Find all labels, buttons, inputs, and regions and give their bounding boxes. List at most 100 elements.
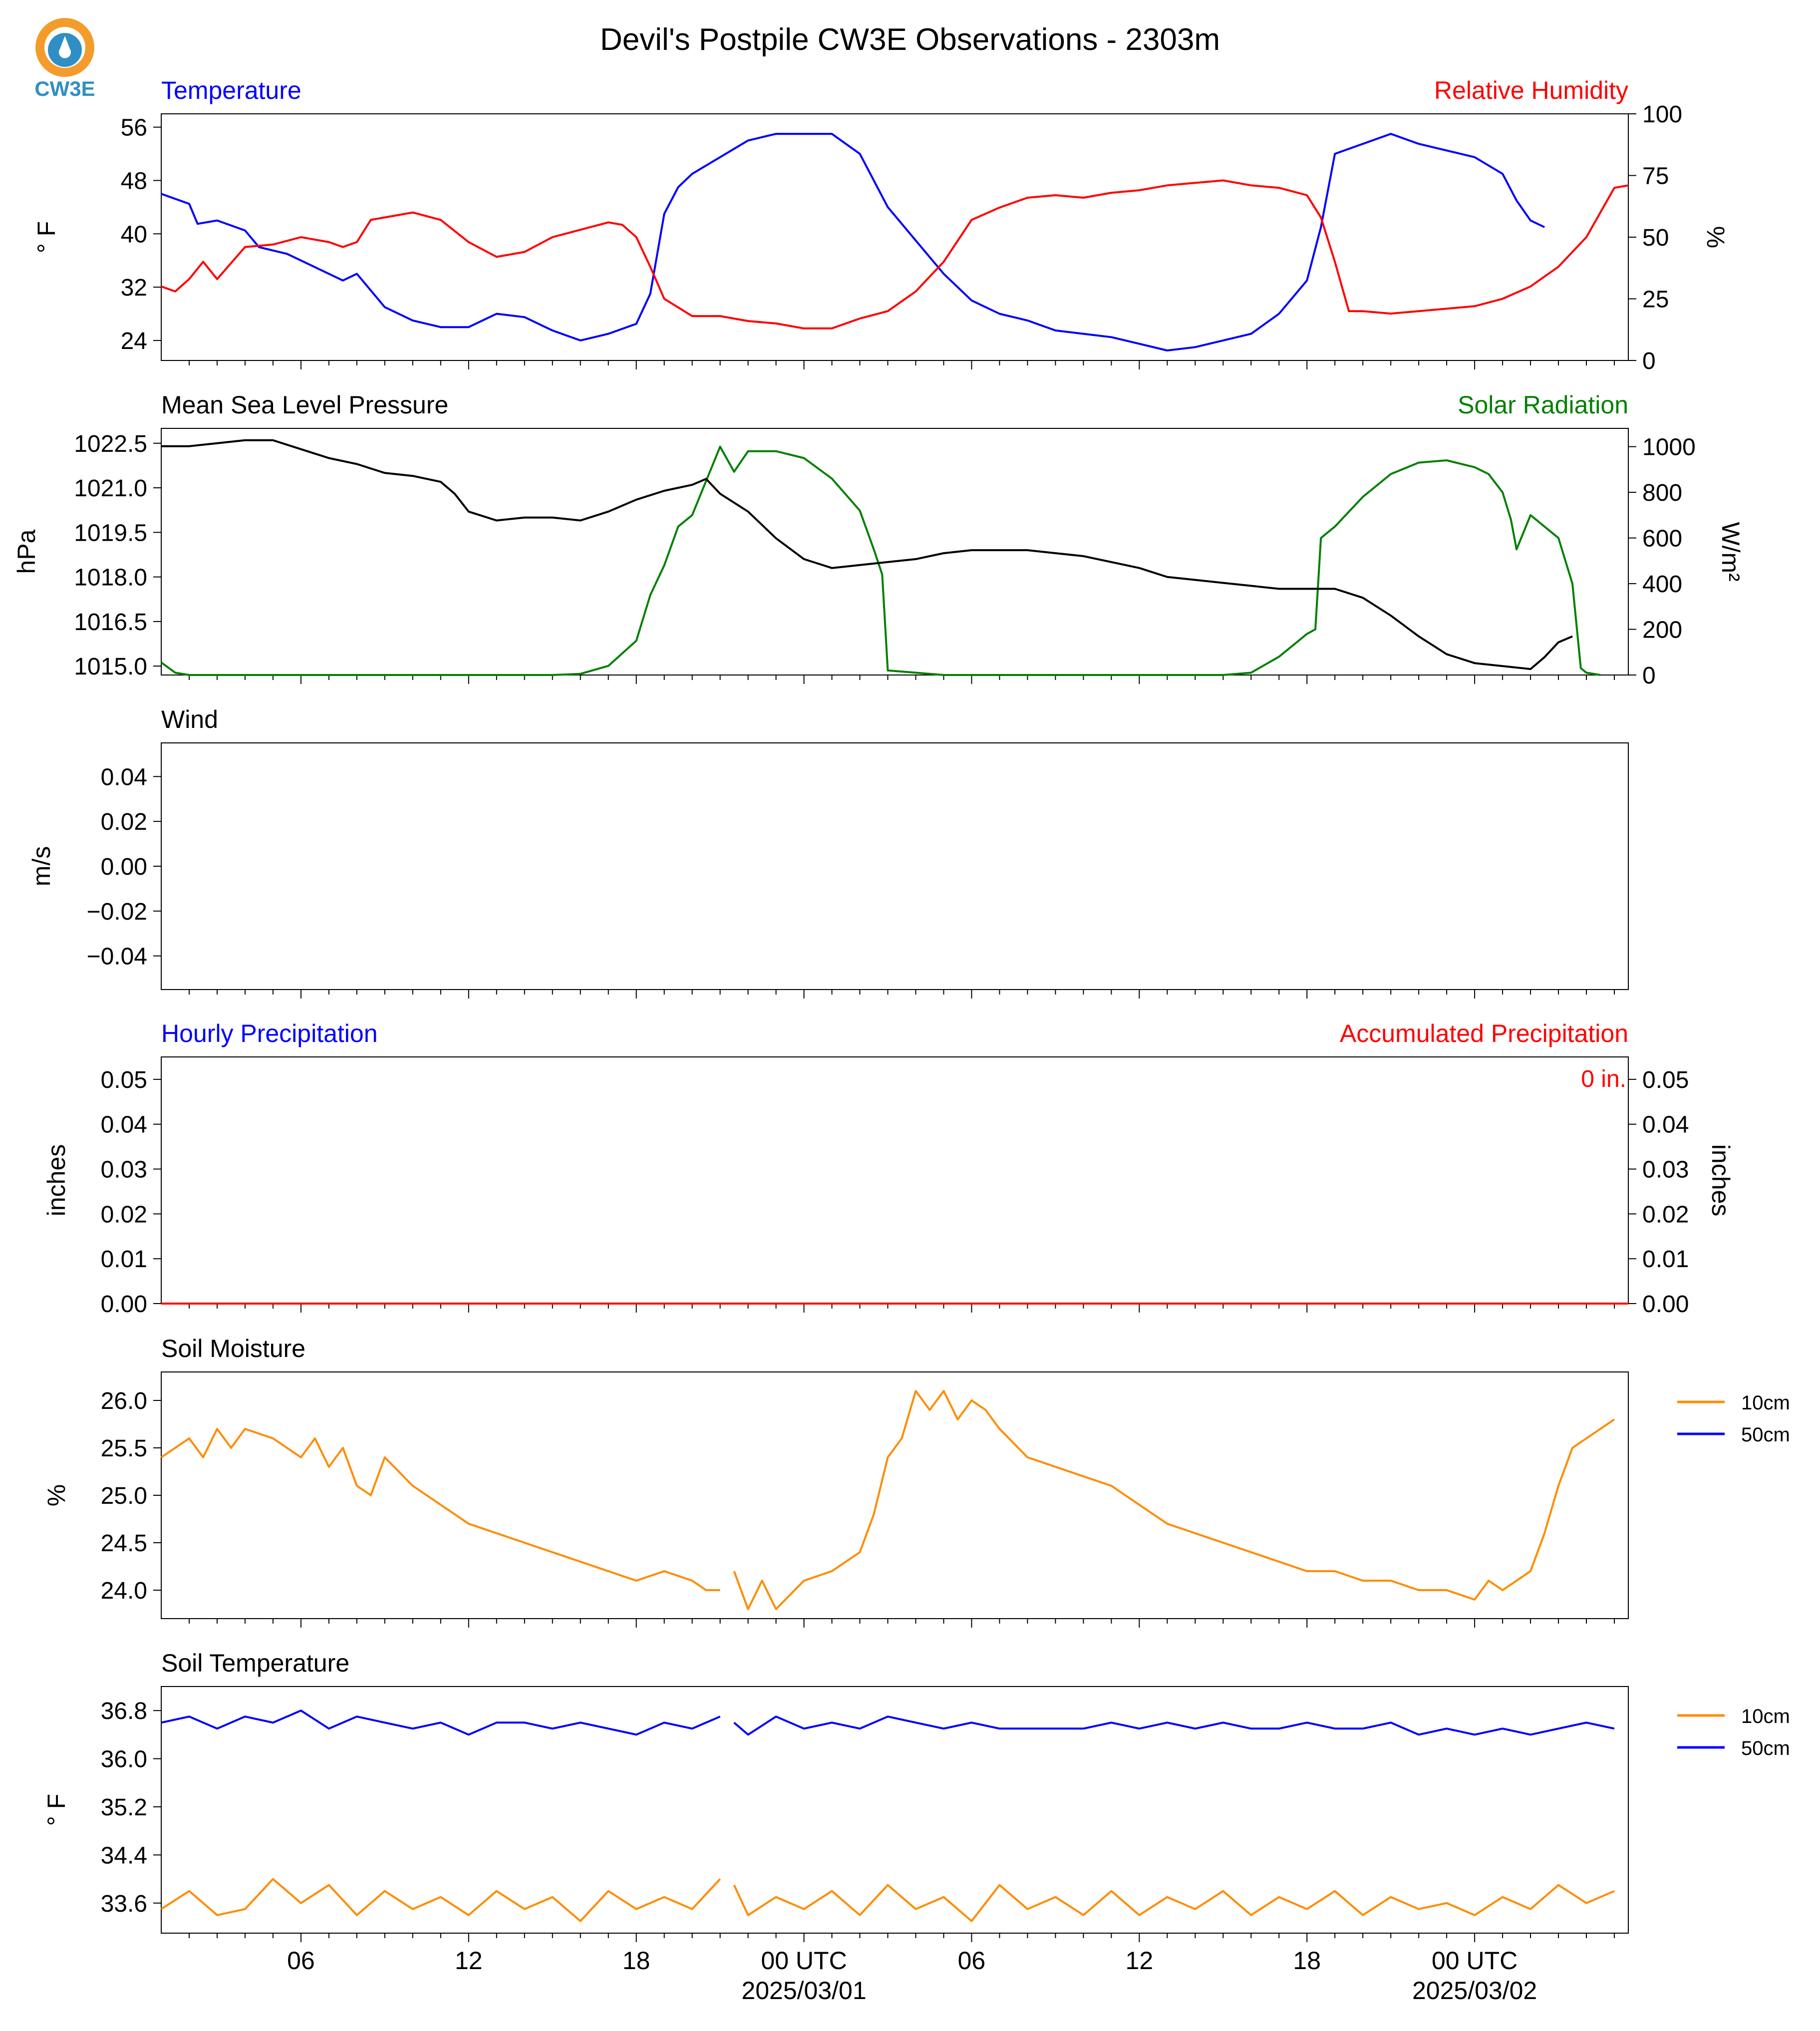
- y-axis-label-right: W/m²: [1717, 522, 1745, 581]
- plot-frame: [161, 113, 1629, 361]
- panel-title-left: Temperature: [161, 76, 302, 104]
- y-tick-label-right: 400: [1642, 571, 1682, 598]
- series-line-50cm-b: [733, 1715, 1615, 1736]
- y-tick-label-left: −0.02: [87, 899, 147, 925]
- x-tick-label: 12: [455, 1947, 483, 1975]
- y-tick-label-left: 34.4: [101, 1842, 147, 1869]
- y-tick-label-left: 25.5: [101, 1435, 147, 1462]
- y-axis-label-left: ° F: [42, 1794, 70, 1826]
- y-tick-label-left: 0.01: [101, 1246, 147, 1273]
- plot-frame: [161, 1371, 1629, 1619]
- x-tick-label: 18: [622, 1947, 650, 1975]
- x-tick-label: 06: [958, 1947, 986, 1975]
- y-tick-label-left: 0.05: [101, 1067, 147, 1093]
- y-tick-label-left: 36.8: [101, 1698, 147, 1724]
- panel-precip: Hourly Precipitation Accumulated Precipit…: [42, 1019, 1735, 1318]
- y-tick-label-left: 33.6: [101, 1891, 147, 1917]
- series-line-10cm: [160, 1878, 721, 1922]
- series-line-10cm-b: [733, 1884, 1615, 1922]
- y-tick-label-left: 40: [121, 221, 147, 248]
- series-line-mean-sea-level-pressure: [161, 439, 1573, 671]
- cw3e-logo: CW3E: [34, 18, 95, 100]
- y-tick-label-left: 0.04: [101, 764, 147, 790]
- plot-frame: [161, 1686, 1629, 1934]
- y-tick-label-right: 0.05: [1642, 1067, 1689, 1093]
- series-line-relative-humidity: [161, 179, 1629, 330]
- y-tick-label-right: 1000: [1642, 434, 1696, 461]
- y-axis-label-left: m/s: [27, 846, 55, 887]
- y-tick-label-right: 100: [1642, 101, 1682, 128]
- y-tick-label-left: 32: [121, 275, 147, 301]
- y-tick-label-left: 25.0: [101, 1483, 147, 1509]
- panel-soil-temp: Soil Temperature 33.6 34.4 35.2 36.0 36.8 ° F 1…: [42, 1649, 1790, 1942]
- y-axis-label-left: %: [42, 1484, 70, 1506]
- y-tick-label-left: 1018.0: [74, 565, 147, 591]
- y-tick-label-right: 75: [1642, 163, 1669, 190]
- x-tick-sublabel: 2025/03/01: [741, 1977, 866, 2005]
- panel-soil-moisture: Soil Moisture 24.0 24.5 25.0 25.5 26.0% 10cm 50…: [42, 1335, 1790, 1628]
- y-tick-label-left: 0.02: [101, 1201, 147, 1228]
- y-tick-label-right: 50: [1642, 225, 1669, 251]
- y-tick-label-right: 0.01: [1642, 1246, 1689, 1273]
- y-tick-label-left: 24.0: [101, 1578, 147, 1604]
- x-tick-label: 06: [287, 1947, 315, 1975]
- legend-label-10cm: 10cm: [1741, 1705, 1790, 1727]
- y-tick-label-right: 600: [1642, 526, 1682, 552]
- panel-temp-rh: Temperature Relative Humidity 24 32 40 48 56 0 2…: [32, 76, 1730, 374]
- y-tick-label-right: 200: [1642, 617, 1682, 644]
- y-tick-label-right: 0.04: [1642, 1112, 1689, 1138]
- panel-title-right: Solar Radiation: [1458, 391, 1628, 419]
- x-tick-label: 00 UTC: [761, 1947, 847, 1975]
- y-tick-label-right: 0: [1642, 348, 1656, 374]
- accumulated-precip-value: 0 in.: [1581, 1066, 1626, 1092]
- y-tick-label-right: 0.03: [1642, 1157, 1689, 1183]
- y-tick-label-left: 35.2: [101, 1794, 147, 1821]
- panel-wind: Wind −0.04 −0.02 0.00 0.02 0.04 m/s: [27, 705, 1629, 999]
- plot-frame: [161, 1056, 1629, 1304]
- series-line-10cm-b: [733, 1390, 1615, 1610]
- y-tick-label-left: 0.04: [101, 1112, 147, 1138]
- y-tick-label-left: 1022.5: [74, 431, 147, 457]
- y-tick-label-left: 48: [121, 168, 147, 195]
- panel-title-left: Soil Temperature: [161, 1649, 349, 1677]
- panel-title-right: Accumulated Precipitation: [1340, 1019, 1628, 1047]
- y-tick-label-left: 1019.5: [74, 520, 147, 546]
- y-tick-label-right: 800: [1642, 480, 1682, 506]
- logo-droplet-icon: [59, 36, 71, 58]
- y-tick-label-left: 1016.5: [74, 609, 147, 636]
- y-tick-label-left: 1021.0: [74, 475, 147, 502]
- y-axis-label-right: inches: [1707, 1144, 1735, 1217]
- y-tick-label-left: 0.02: [101, 809, 147, 835]
- x-tick-sublabel: 2025/03/02: [1412, 1977, 1537, 2005]
- series-line-10cm: [160, 1428, 720, 1591]
- logo-ring-icon: [35, 18, 94, 77]
- y-tick-label-left: 24: [121, 328, 147, 354]
- y-tick-label-left: 0.00: [101, 1291, 147, 1318]
- y-axis-label-right: %: [1702, 226, 1730, 248]
- y-tick-label-left: 1015.0: [74, 654, 147, 680]
- y-axis-label-left: ° F: [32, 221, 60, 253]
- series-line-solar-radiation: [160, 445, 1601, 676]
- y-tick-label-left: 24.5: [101, 1530, 147, 1557]
- plot-frame: [161, 428, 1629, 676]
- x-tick-label: 00 UTC: [1432, 1947, 1517, 1975]
- panel-title-left: Soil Moisture: [161, 1335, 305, 1362]
- panel-pressure-solar: Mean Sea Level Pressure Solar Radiation 10…: [12, 391, 1745, 689]
- panel-title-right: Relative Humidity: [1434, 76, 1628, 104]
- y-axis-label-left: hPa: [12, 529, 40, 574]
- chart-title: Devil's Postpile CW3E Observations - 230…: [600, 22, 1220, 57]
- x-tick-label: 12: [1126, 1947, 1154, 1975]
- y-tick-label-right: 0: [1642, 663, 1656, 689]
- y-axis-label-left: inches: [42, 1144, 70, 1217]
- y-tick-label-right: 0.00: [1642, 1291, 1689, 1318]
- y-tick-label-left: 56: [121, 115, 147, 141]
- legend-label-50cm: 50cm: [1741, 1424, 1790, 1446]
- panel-title-left: Wind: [161, 705, 218, 733]
- y-tick-label-left: 26.0: [101, 1388, 147, 1414]
- y-tick-label-right: 25: [1642, 287, 1669, 313]
- logo-text: CW3E: [34, 77, 95, 100]
- panel-title-left: Hourly Precipitation: [161, 1019, 378, 1047]
- y-tick-label-right: 0.02: [1642, 1201, 1689, 1228]
- plot-frame: [161, 742, 1629, 990]
